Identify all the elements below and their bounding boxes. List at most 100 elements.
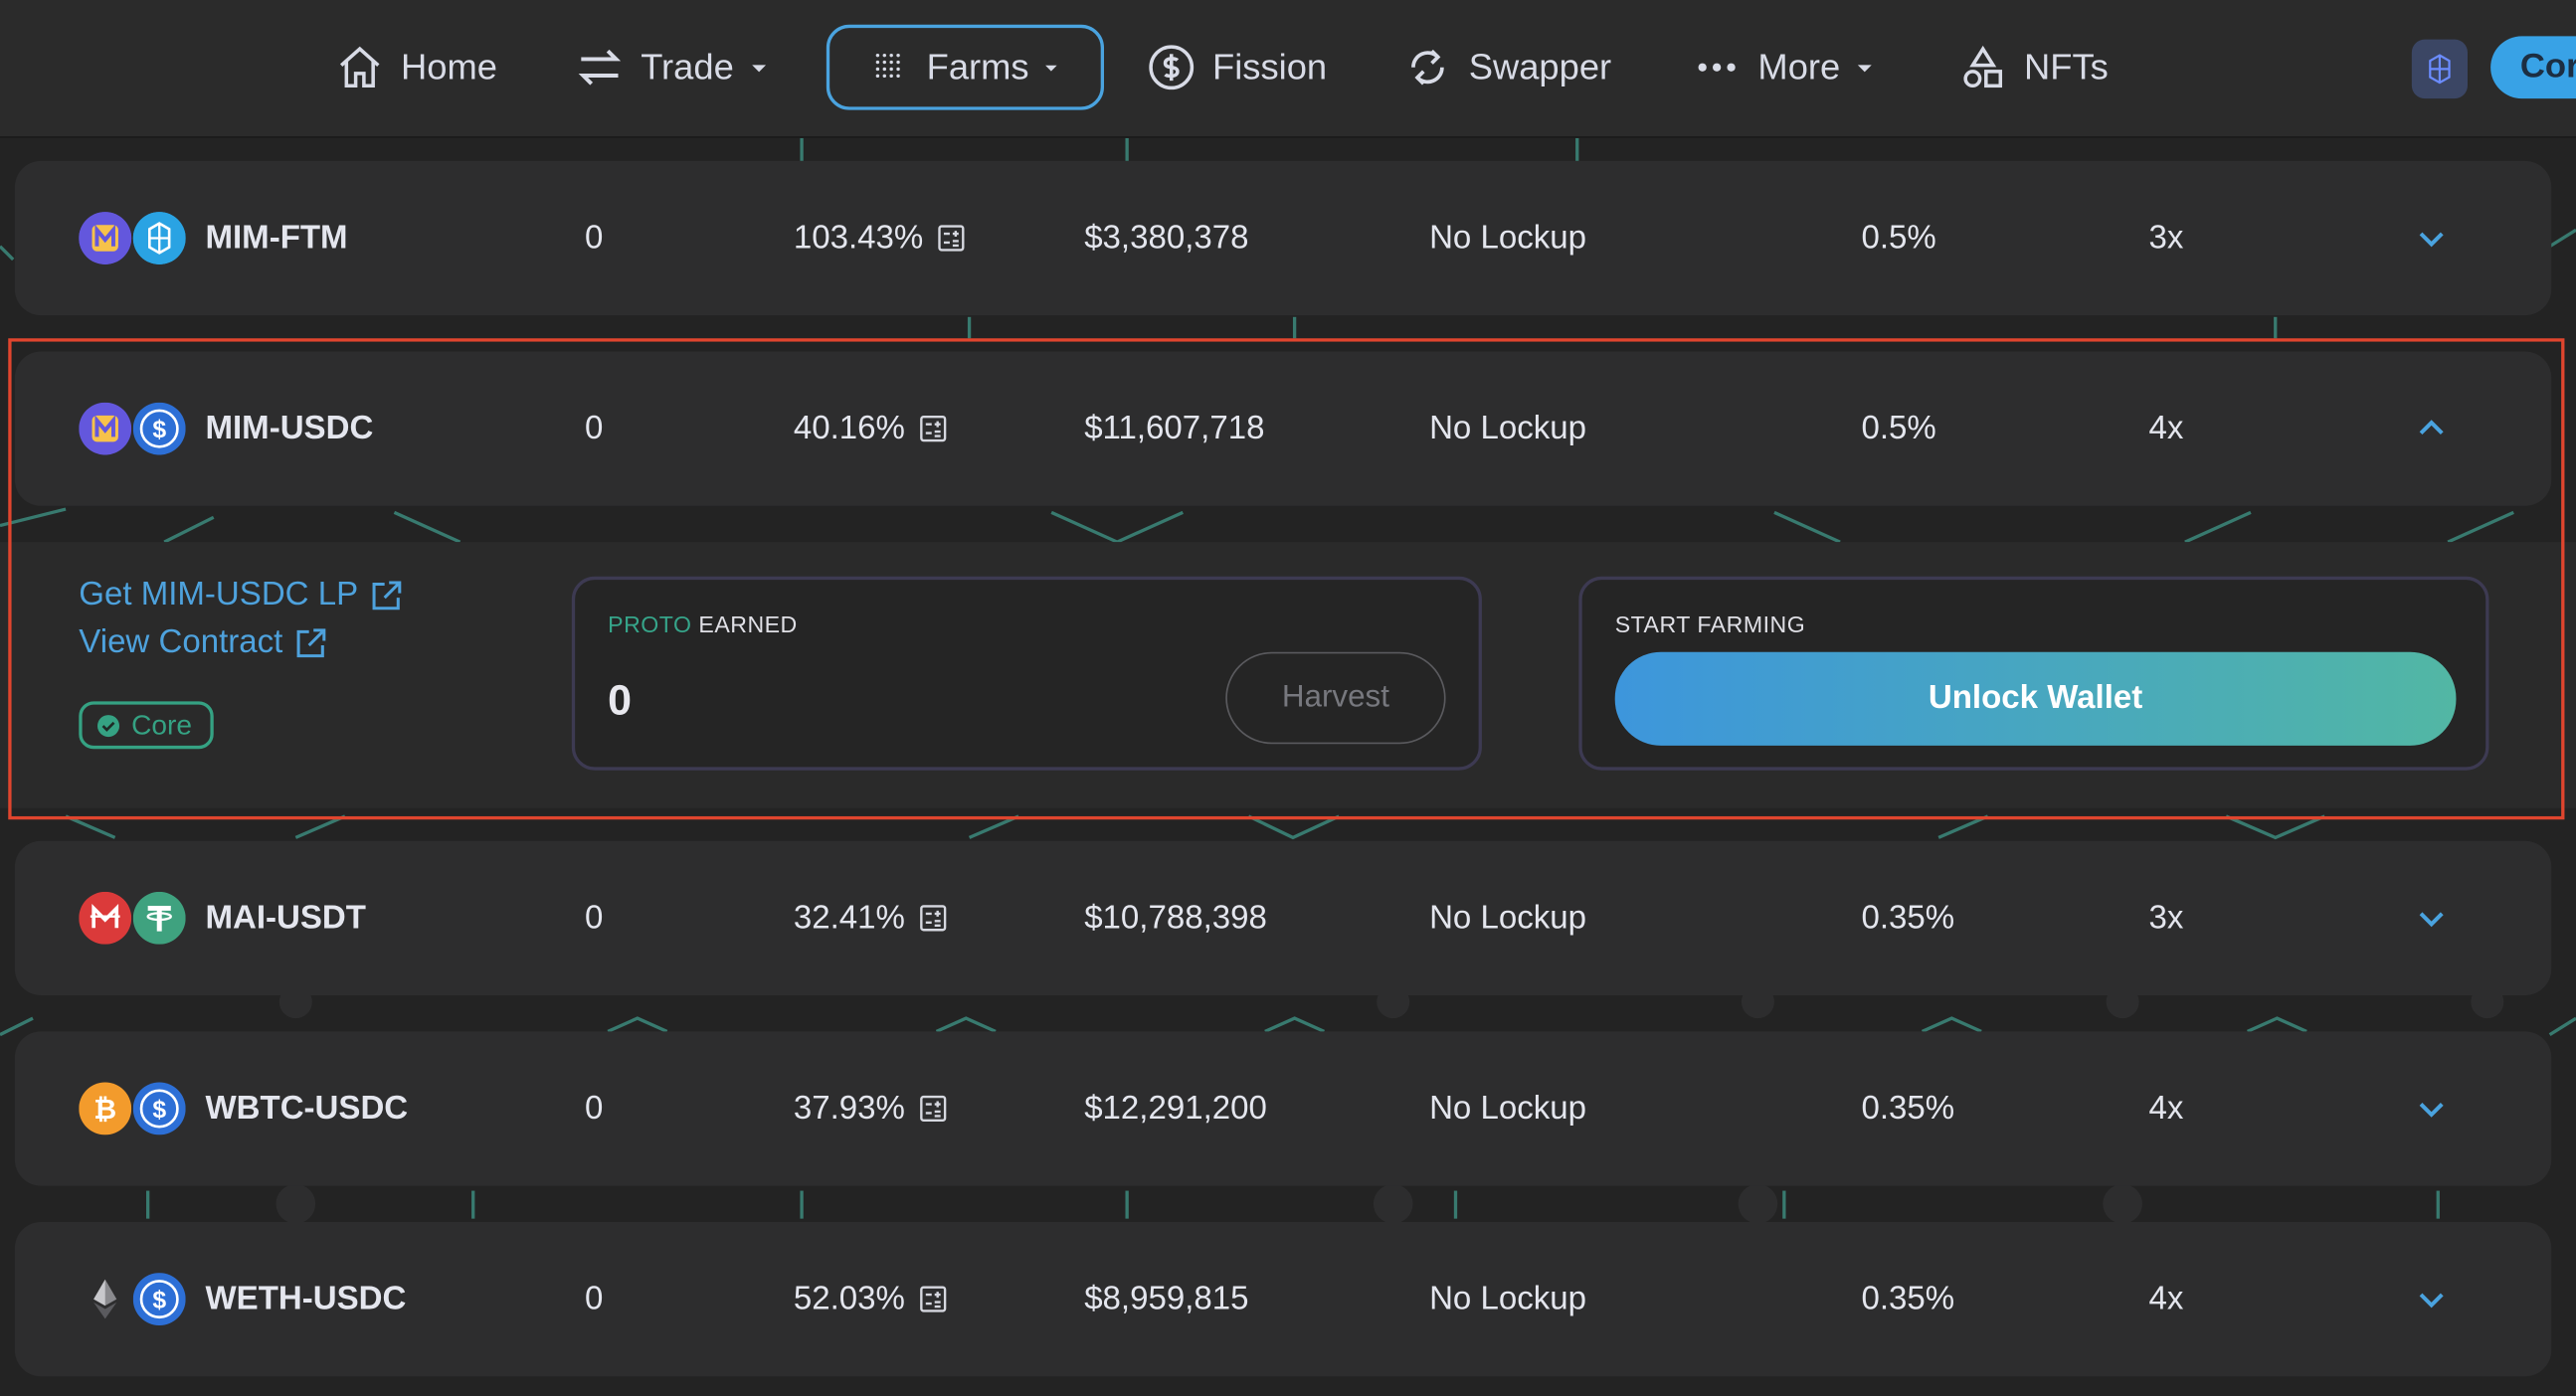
nav-more-label: More bbox=[1757, 46, 1841, 87]
fantom-network-icon bbox=[2429, 54, 2451, 85]
nav-swapper-label: Swapper bbox=[1468, 46, 1612, 87]
mai-token-icon bbox=[79, 891, 132, 945]
calculator-icon[interactable] bbox=[918, 1285, 948, 1314]
external-link-icon bbox=[372, 580, 402, 610]
multiplier-value: 3x bbox=[2148, 899, 2184, 936]
wbtc-token-icon: ₿ bbox=[79, 1082, 132, 1135]
earned-amount: 0 bbox=[585, 1089, 604, 1127]
nav-fission-label: Fission bbox=[1212, 46, 1328, 87]
apr-value: 37.93% bbox=[794, 1031, 948, 1185]
chevron-down-icon bbox=[2419, 1293, 2444, 1309]
top-navigation: Home Trade Farms Fission Swapper More NF… bbox=[0, 0, 2576, 138]
farm-row-mai-usdt[interactable]: MAI-USDT 0 32.41% $10,788,398 No Lockup … bbox=[14, 840, 2552, 995]
svg-text:$: $ bbox=[152, 1097, 166, 1124]
pair-name: MAI-USDT bbox=[205, 899, 366, 936]
svg-text:$: $ bbox=[152, 1288, 166, 1314]
calculator-icon[interactable] bbox=[936, 224, 966, 254]
fee-value: 0.35% bbox=[1861, 1089, 1955, 1127]
refresh-icon bbox=[1411, 49, 1444, 86]
dollar-circle-icon bbox=[1149, 45, 1195, 90]
network-selector[interactable] bbox=[2411, 39, 2469, 99]
start-farming-box: START FARMING Unlock Wallet bbox=[1578, 576, 2489, 771]
core-badge: Core bbox=[79, 701, 214, 750]
lockup-value: No Lockup bbox=[1429, 219, 1587, 256]
earned-label-text: EARNED bbox=[698, 611, 798, 637]
apr-value: 103.43% bbox=[794, 161, 966, 315]
apr-text: 40.16% bbox=[793, 410, 905, 446]
pair-name: WBTC-USDC bbox=[205, 1089, 409, 1127]
earned-value: 0 bbox=[608, 674, 633, 725]
swap-arrows-icon bbox=[578, 49, 622, 86]
apr-value: 40.16% bbox=[794, 351, 948, 505]
more-dots-icon bbox=[1698, 63, 1736, 72]
svg-text:$: $ bbox=[152, 417, 166, 443]
usdc-token-icon: $ bbox=[132, 402, 186, 455]
earned-label: PROTO EARNED bbox=[608, 611, 798, 636]
multiplier-value: 3x bbox=[2148, 219, 2184, 256]
view-contract-link[interactable]: View Contract bbox=[79, 624, 328, 662]
lockup-value: No Lockup bbox=[1429, 1280, 1587, 1316]
nav-farms[interactable]: Farms bbox=[826, 24, 1105, 110]
multiplier-value: 4x bbox=[2148, 1089, 2184, 1127]
liquidity-value: $3,380,378 bbox=[1084, 219, 1249, 256]
verified-check-icon bbox=[97, 714, 120, 737]
earned-amount: 0 bbox=[585, 899, 604, 936]
expand-toggle[interactable] bbox=[2413, 1031, 2449, 1185]
multiplier-value: 4x bbox=[2148, 410, 2184, 446]
multiplier-value: 4x bbox=[2148, 1280, 2184, 1316]
pair-name: MIM-USDC bbox=[205, 410, 374, 446]
nav-nfts[interactable]: NFTs bbox=[1958, 26, 2109, 108]
nav-more[interactable]: More bbox=[1692, 26, 1876, 108]
external-link-icon bbox=[296, 627, 326, 657]
apr-value: 52.03% bbox=[794, 1222, 948, 1376]
unlock-wallet-button[interactable]: Unlock Wallet bbox=[1614, 651, 2457, 746]
calculator-icon[interactable] bbox=[918, 414, 948, 443]
usdt-token-icon bbox=[132, 891, 186, 945]
expand-toggle[interactable] bbox=[2413, 841, 2449, 995]
get-lp-link[interactable]: Get MIM-USDC LP bbox=[79, 577, 404, 614]
calculator-icon[interactable] bbox=[918, 903, 948, 933]
harvest-button[interactable]: Harvest bbox=[1225, 651, 1446, 745]
home-icon bbox=[339, 46, 380, 88]
mim-token-icon bbox=[79, 212, 132, 264]
get-lp-label: Get MIM-USDC LP bbox=[79, 576, 359, 613]
nav-trade[interactable]: Trade bbox=[575, 26, 770, 108]
nav-home-label: Home bbox=[401, 46, 497, 87]
nav-farms-label: Farms bbox=[926, 46, 1029, 87]
caret-down-icon bbox=[751, 65, 766, 73]
collapse-toggle[interactable] bbox=[2413, 351, 2449, 505]
calculator-icon[interactable] bbox=[918, 1094, 948, 1124]
usdc-token-icon: $ bbox=[132, 1082, 186, 1135]
nav-swapper[interactable]: Swapper bbox=[1403, 26, 1612, 108]
fee-value: 0.5% bbox=[1861, 410, 1936, 446]
farm-row-weth-usdc[interactable]: $ WETH-USDC 0 52.03% $8,959,815 No Locku… bbox=[14, 1221, 2552, 1377]
pair-name: WETH-USDC bbox=[205, 1280, 407, 1316]
nav-trade-label: Trade bbox=[641, 46, 734, 87]
expand-toggle[interactable] bbox=[2413, 161, 2449, 315]
apr-text: 103.43% bbox=[793, 219, 924, 256]
connect-wallet-button[interactable]: Cor bbox=[2490, 36, 2576, 99]
lockup-value: No Lockup bbox=[1429, 1089, 1587, 1127]
fee-value: 0.35% bbox=[1861, 1280, 1955, 1316]
farm-row-mim-usdc[interactable]: $ MIM-USDC 0 40.16% $11,607,718 No Locku… bbox=[14, 351, 2552, 506]
chevron-up-icon bbox=[2419, 420, 2444, 436]
view-contract-label: View Contract bbox=[79, 623, 283, 661]
lockup-value: No Lockup bbox=[1429, 899, 1587, 936]
expand-toggle[interactable] bbox=[2413, 1222, 2449, 1376]
chevron-down-icon bbox=[2419, 1103, 2444, 1118]
farm-row-mim-ftm[interactable]: MIM-FTM 0 103.43% $3,380,378 No Lockup 0… bbox=[14, 160, 2552, 316]
mim-token-icon bbox=[79, 402, 132, 455]
farm-grid-icon bbox=[875, 53, 900, 79]
caret-down-icon bbox=[1858, 65, 1872, 73]
earned-token-name: PROTO bbox=[608, 611, 692, 637]
apr-value: 32.41% bbox=[794, 841, 948, 995]
liquidity-value: $11,607,718 bbox=[1084, 410, 1265, 446]
lockup-value: No Lockup bbox=[1429, 410, 1587, 446]
ftm-token-icon bbox=[132, 212, 186, 264]
nav-fission[interactable]: Fission bbox=[1147, 26, 1327, 108]
farm-row-wbtc-usdc[interactable]: ₿ $ WBTC-USDC 0 37.93% $12,291,200 No Lo… bbox=[14, 1031, 2552, 1186]
fee-value: 0.35% bbox=[1861, 899, 1955, 936]
earned-amount: 0 bbox=[585, 219, 604, 256]
usdc-token-icon: $ bbox=[132, 1273, 186, 1326]
nav-home[interactable]: Home bbox=[335, 26, 497, 108]
